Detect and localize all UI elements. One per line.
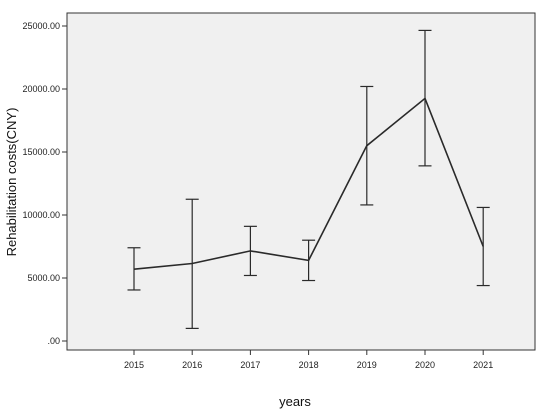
y-axis: .00 5000.00 10000.00 15000.00 20000.00 25000.… (22, 21, 67, 346)
x-axis: 2015 2016 2017 2018 2019 2020 2021 (124, 350, 493, 370)
x-tick-label: 2018 (299, 360, 319, 370)
series-line (133, 97, 484, 270)
x-tick-label: 2019 (357, 360, 377, 370)
x-axis-label: years (279, 394, 311, 409)
x-tick-label: 2015 (124, 360, 144, 370)
x-tick-label: 2016 (182, 360, 202, 370)
y-tick-label: 20000.00 (22, 84, 60, 94)
x-tick-label: 2020 (415, 360, 435, 370)
y-axis-label: Rehabilitation costs(CNY) (4, 108, 19, 257)
y-tick-label: 15000.00 (22, 147, 60, 157)
x-tick-label: 2017 (240, 360, 260, 370)
y-tick-label: 5000.00 (27, 273, 60, 283)
y-tick-label: 25000.00 (22, 21, 60, 31)
y-tick-label: 10000.00 (22, 210, 60, 220)
y-tick-label: .00 (47, 336, 60, 346)
plot-area (66, 12, 536, 351)
x-tick-label: 2021 (473, 360, 493, 370)
